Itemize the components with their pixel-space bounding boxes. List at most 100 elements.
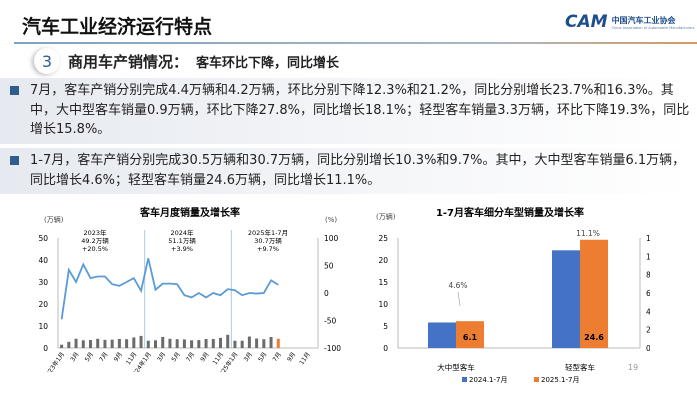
sales-bar — [81, 340, 85, 348]
x-tick-label: 9月 — [113, 351, 124, 363]
sales-bar — [110, 339, 114, 348]
x-tick-label: 7月 — [185, 351, 196, 363]
y-tick-label: 10 — [38, 322, 48, 331]
y-tick-label: 50 — [38, 234, 48, 243]
y-axis-label: (万辆) — [376, 212, 396, 221]
bullet-icon — [10, 86, 19, 95]
paragraph-july: 7月，客车产销分别完成4.4万辆和4.2万辆，环比分别下降12.3%和21.2%… — [10, 81, 690, 140]
x-tick-label: 11月 — [298, 351, 312, 366]
section-number: 3 — [34, 48, 60, 74]
y2-tick-label: 2% — [646, 326, 650, 335]
y2-tick-label: 8% — [646, 271, 650, 280]
page-number: 19 — [628, 363, 639, 372]
y-tick-label: 0 — [383, 344, 388, 353]
paragraph-band — [0, 148, 697, 194]
bar-2024 — [552, 250, 580, 348]
x-tick-label: 3月 — [156, 351, 167, 363]
segment-sales-chart: 1-7月客车细分车型销量及增长率 (万辆) 0 5 10 15 20 25 0% 2% 4% 6% 8%… — [376, 206, 650, 384]
sales-bar — [204, 338, 208, 348]
section-heading: 3 商用车产销情况： 客车环比下降，同比增长 — [34, 48, 339, 74]
x-tick-label: 3月 — [243, 351, 254, 363]
x-tick-label: 3月 — [69, 351, 80, 363]
page-title: 汽车工业经济运行特点 — [22, 16, 213, 38]
y2-tick-label: 4% — [646, 307, 650, 316]
y2-tick-label: 12% — [646, 234, 650, 243]
annotation-total: 30.7万辆 — [254, 236, 282, 245]
sales-bar — [154, 340, 157, 348]
sales-bar — [190, 340, 194, 348]
bar-2025 — [580, 239, 608, 348]
annotation-growth: +20.5% — [82, 245, 108, 253]
annotation-year: 2025年1-7月 — [248, 228, 288, 237]
chart-title: 1-7月客车细分车型销量及增长率 — [436, 206, 584, 219]
paragraph-ytd: 1-7月，客车产销分别完成30.5万辆和30.7万辆，同比分别增长10.3%和9… — [10, 151, 690, 190]
x-tick-label: 5月 — [84, 351, 95, 363]
y2-tick-label: 0% — [646, 344, 650, 353]
growth-label: 11.1% — [576, 229, 600, 238]
sales-bar — [89, 340, 92, 348]
paragraph-text: 7月，客车产销分别完成4.4万辆和4.2万辆，环比分别下降12.3%和21.2%… — [30, 83, 690, 137]
y-tick-label: 20 — [38, 300, 48, 309]
sales-bar — [262, 339, 266, 348]
bar-2025 — [456, 321, 484, 348]
logo-cn: 中国汽车工业协会 — [611, 15, 676, 25]
legend-swatch — [534, 377, 539, 382]
y-tick-label: 25 — [378, 234, 388, 243]
y-tick-label: 30 — [38, 278, 48, 287]
chart-title: 客车月度销量及增长率 — [139, 206, 240, 219]
y2-tick-label: 100 — [324, 234, 339, 243]
sales-bar — [132, 337, 136, 348]
sales-bar — [96, 338, 100, 348]
x-tick-label: 11月 — [125, 351, 139, 366]
sales-bar — [247, 336, 251, 348]
monthly-bus-sales-chart: 客车月度销量及增长率 (万辆) (%) 0 10 20 30 40 50 -100 -50 0 50 10… — [38, 206, 341, 372]
sales-bar — [60, 344, 64, 348]
category-label: 大中型客车 — [437, 362, 475, 372]
sales-bar — [146, 340, 150, 348]
title-divider — [14, 42, 697, 44]
logo-mark: CAM — [565, 12, 608, 32]
y-tick-label: 5 — [383, 322, 388, 331]
x-tick-label: 5月 — [257, 351, 268, 363]
sales-bar — [226, 334, 230, 348]
y-tick-label: 10 — [378, 300, 388, 309]
bar-value-label: 24.6 — [584, 333, 604, 342]
sales-bar — [161, 337, 165, 348]
annotation-total: 49.2万辆 — [81, 236, 109, 245]
sales-bar — [175, 339, 179, 348]
y2-axis-label: (%) — [325, 216, 337, 224]
sales-bar — [117, 338, 121, 348]
x-tick-label: 9月 — [286, 351, 297, 363]
sales-bar — [168, 338, 172, 348]
growth-line — [60, 258, 279, 320]
sales-bar — [276, 338, 280, 348]
x-tick-label: 5月 — [170, 351, 181, 363]
annotation-year: 2023年 — [83, 228, 107, 237]
y2-tick-label: 0 — [324, 289, 329, 298]
bar-value-label: 6.1 — [463, 333, 478, 342]
y2-tick-label: 10% — [646, 252, 650, 261]
category-label: 轻型客车 — [565, 362, 595, 372]
logo-en: China Association of Automobile Manufact… — [611, 25, 695, 30]
bullet-icon — [10, 156, 19, 165]
x-tick-label: 2023年1月 — [42, 351, 66, 372]
sales-bar — [240, 340, 244, 348]
x-tick-label: 11月 — [212, 351, 226, 366]
y2-tick-label: -100 — [324, 344, 341, 353]
legend-swatch — [462, 377, 467, 382]
leader-line — [457, 291, 461, 307]
y-tick-label: 0 — [43, 344, 48, 353]
y-tick-label: 20 — [378, 256, 388, 265]
sales-bar — [233, 340, 237, 348]
y2-tick-label: 50 — [324, 262, 334, 271]
bar-2024 — [428, 322, 456, 348]
sales-bar — [74, 338, 78, 348]
legend-label: 2025.1-7月 — [541, 376, 579, 384]
sales-bar — [103, 339, 107, 348]
section-subtitle: 客车环比下降，同比增长 — [196, 55, 340, 71]
sales-bar — [182, 339, 186, 348]
annotation-year: 2024年 — [170, 228, 194, 237]
x-tick-label: 7月 — [272, 351, 283, 363]
annotation-total: 51.1万辆 — [168, 236, 196, 245]
cam-logo: CAM 中国汽车工业协会 China Association of Automo… — [565, 12, 695, 32]
